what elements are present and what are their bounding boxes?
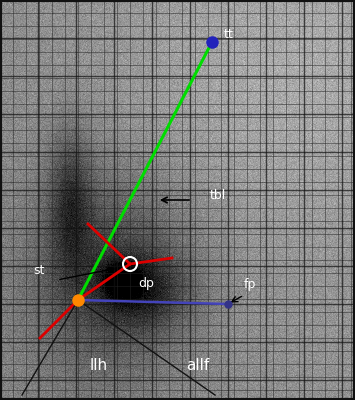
Text: fp: fp: [244, 278, 256, 291]
Text: allf: allf: [186, 358, 209, 373]
Text: tt: tt: [224, 28, 234, 41]
Text: llh: llh: [90, 358, 108, 373]
Text: st: st: [33, 264, 44, 277]
Text: tbl: tbl: [210, 189, 226, 202]
Text: dp: dp: [138, 277, 154, 290]
